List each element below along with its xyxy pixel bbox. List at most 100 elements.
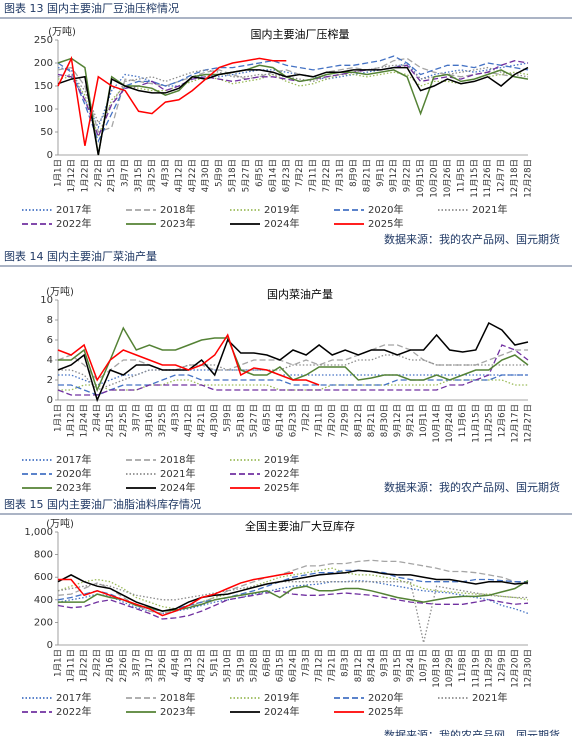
y-tick-label: 8 — [47, 315, 53, 326]
legend-label: 2022年 — [56, 705, 91, 718]
legend-label: 2017年 — [56, 691, 91, 704]
x-tick-label: 7月31日 — [336, 159, 346, 192]
x-tick-label: 7月29日 — [341, 404, 351, 437]
x-tick-label: 12月18日 — [510, 159, 520, 198]
x-tick-label: 12月9日 — [497, 649, 507, 682]
x-tick-label: 11月25日 — [484, 404, 494, 443]
x-tick-label: 10月24日 — [445, 404, 455, 443]
legend-label: 2021年 — [472, 691, 507, 704]
y-tick-label: 200 — [34, 58, 53, 69]
x-tick-label: 7月20日 — [328, 404, 338, 437]
x-tick-label: 4月21日 — [197, 404, 207, 437]
x-tick-label: 3月17日 — [145, 649, 155, 682]
x-tick-label: 1月12日 — [67, 159, 77, 192]
x-tick-label: 9月21日 — [406, 404, 416, 437]
x-tick-label: 10月29日 — [445, 649, 455, 688]
series-line — [57, 60, 529, 139]
x-tick-label: 2月25日 — [119, 404, 129, 437]
series-line — [57, 590, 529, 620]
x-tick-label: 10月18日 — [432, 649, 442, 688]
y-tick-label: 600 — [34, 572, 53, 583]
x-tick-label: 5月1日 — [210, 649, 220, 677]
series-line — [57, 66, 529, 156]
x-tick-label: 8月3日 — [341, 649, 351, 677]
x-tick-label: 9月12日 — [393, 404, 403, 437]
x-tick-label: 7月11日 — [315, 404, 325, 437]
x-tick-label: 2月26日 — [119, 649, 129, 682]
y-tick-label: 800 — [34, 550, 53, 561]
series-line — [57, 344, 529, 396]
x-tick-label: 11月29日 — [484, 649, 494, 688]
x-tick-label: 3月7日 — [121, 159, 131, 187]
y-tick-label: 1,000 — [24, 527, 53, 538]
legend-label: 2021年 — [472, 203, 507, 216]
legend-label: 2025年 — [368, 217, 403, 230]
x-tick-label: 8月9日 — [349, 159, 359, 187]
x-tick-label: 10月15日 — [416, 159, 426, 198]
source: 数据来源：我的农产品网、国元期货 — [384, 232, 560, 246]
x-tick-label: 12月17日 — [510, 404, 520, 443]
x-tick-label: 1月11日 — [67, 649, 77, 682]
x-tick-label: 10月1日 — [419, 404, 429, 437]
x-tick-label: 6月15日 — [275, 649, 285, 682]
y-unit: (万吨) — [46, 517, 74, 530]
x-tick-label: 11月19日 — [471, 649, 481, 688]
x-tick-label: 8月30日 — [380, 404, 390, 437]
x-tick-label: 4月22日 — [197, 649, 207, 682]
x-tick-label: 7月22日 — [322, 159, 332, 192]
source: 数据来源：我的农产品网、国元期货 — [384, 480, 560, 494]
chart-title: 全国主要油厂大豆库存 — [245, 519, 355, 533]
x-tick-label: 4月13日 — [184, 649, 194, 682]
legend-label: 2019年 — [264, 453, 299, 466]
series-line — [57, 321, 529, 403]
y-tick-label: 2 — [47, 375, 53, 386]
x-tick-label: 5月10日 — [223, 649, 233, 682]
x-tick-label: 11月15日 — [470, 159, 480, 198]
legend-label: 2018年 — [160, 691, 195, 704]
x-tick-label: 8月24日 — [367, 649, 377, 682]
x-tick-label: 8月12日 — [354, 404, 364, 437]
x-tick-label: 3月26日 — [158, 649, 168, 682]
series-line — [58, 579, 529, 612]
x-tick-label: 5月27日 — [242, 159, 252, 192]
legend-label: 2025年 — [368, 705, 403, 718]
series-line — [57, 569, 529, 612]
x-tick-label: 11月8日 — [458, 649, 468, 682]
x-tick-label: 6月23日 — [282, 159, 292, 192]
x-tick-label: 11月6日 — [458, 404, 468, 437]
x-tick-label: 5月9日 — [223, 404, 233, 432]
series-line — [58, 354, 528, 391]
x-tick-label: 6月14日 — [268, 159, 278, 192]
x-tick-label: 2月16日 — [106, 649, 116, 682]
x-tick-label: 6月5日 — [255, 159, 265, 187]
x-tick-label: 1月1日 — [54, 404, 64, 432]
series-line — [58, 374, 528, 396]
x-tick-label: 4月12日 — [184, 404, 194, 437]
x-tick-label: 4月30日 — [210, 404, 220, 437]
x-tick-label: 6月23日 — [289, 404, 299, 437]
legend-label: 2021年 — [160, 467, 195, 480]
figure-caption: 图表 14 国内主要油厂菜油产量 — [4, 249, 157, 263]
x-tick-label: 8月21日 — [367, 404, 377, 437]
x-tick-label: 2月4日 — [93, 404, 103, 432]
series-line — [57, 581, 528, 643]
series-line — [57, 57, 529, 156]
x-tick-label: 10月20日 — [430, 159, 440, 198]
x-tick-label: 12月30日 — [524, 649, 534, 688]
x-tick-label: 5月28日 — [249, 649, 259, 682]
x-tick-label: 7月3日 — [302, 649, 312, 677]
series-line — [57, 64, 529, 125]
x-tick-label: 9月12日 — [389, 159, 399, 192]
x-tick-label: 12月28日 — [524, 159, 534, 198]
x-tick-label: 12月27日 — [524, 404, 534, 443]
x-tick-label: 4月12日 — [174, 159, 184, 192]
x-tick-label: 9月24日 — [406, 649, 416, 682]
legend-label: 2025年 — [264, 481, 299, 494]
x-tick-label: 4月4日 — [171, 649, 181, 677]
x-tick-label: 1月24日 — [80, 404, 90, 437]
x-tick-label: 4月3日 — [161, 159, 171, 187]
x-tick-label: 7月12日 — [315, 649, 325, 682]
legend-label: 2023年 — [160, 705, 195, 718]
y-tick-label: 0 — [47, 395, 53, 406]
